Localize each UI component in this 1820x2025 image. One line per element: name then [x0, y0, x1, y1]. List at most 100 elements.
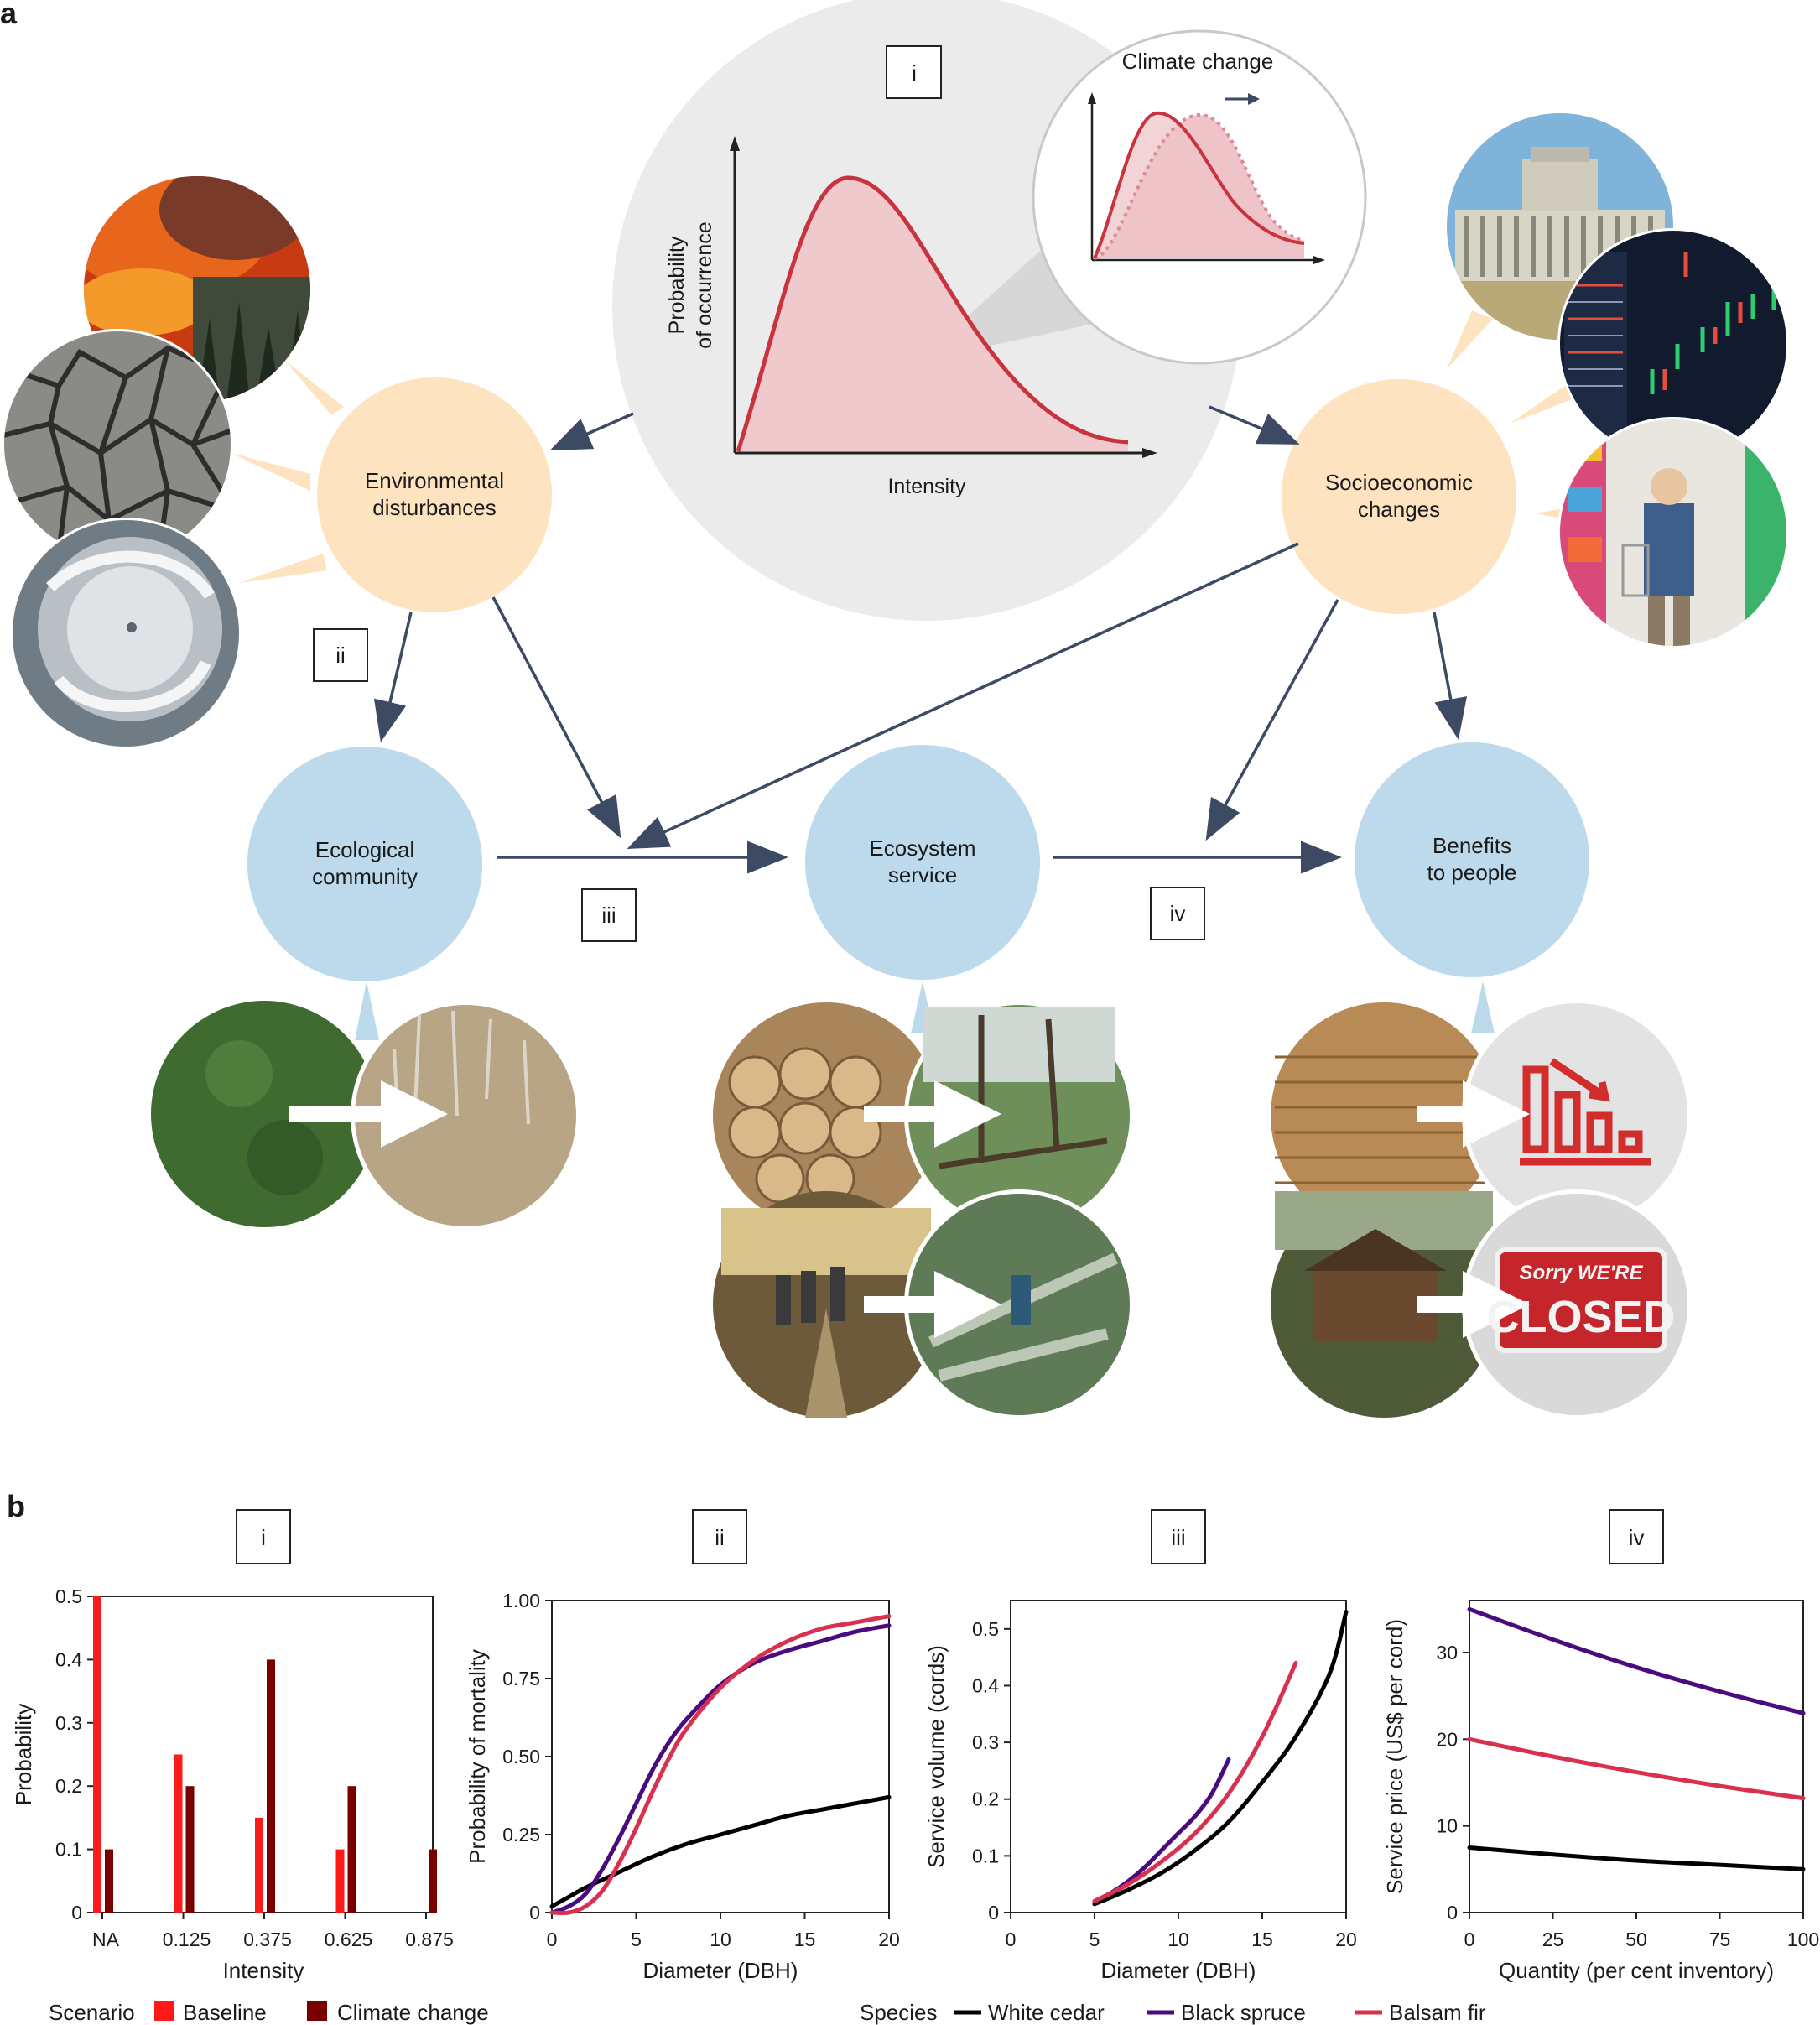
box-iv [1150, 887, 1205, 940]
y-tick-label: 0.75 [502, 1668, 540, 1689]
bar-baseline [335, 1849, 345, 1913]
node-eco-serv-line2: service [888, 862, 957, 888]
bar-baseline [255, 1817, 263, 1913]
line-white-cedar [1467, 1845, 1806, 1871]
x-tick-label: 100 [1787, 1929, 1819, 1950]
chart-iii-header-label: iii [1171, 1525, 1185, 1550]
chart-iv-ylabel: Service price (US$ per cord) [1382, 1619, 1407, 1894]
node-ecological-community [247, 747, 482, 981]
x-tick-label: 15 [794, 1929, 816, 1950]
callout-wedges [231, 310, 1594, 583]
forest-to-deadwood-photos [151, 1001, 580, 1231]
x-tick-label: 25 [1542, 1929, 1564, 1950]
box-iv-label: iv [1170, 901, 1186, 926]
chart-i-ylabel: Probability [11, 1704, 36, 1805]
box-iii-label: iii [601, 903, 616, 928]
y-tick-label: 0.1 [972, 1845, 999, 1866]
x-tick-label: NA [92, 1929, 120, 1950]
chart-iii-frame [1010, 1600, 1347, 1913]
legend-species-title: Species [860, 2000, 938, 2025]
y-tick-label: 0 [529, 1902, 540, 1923]
node-environmental-disturbances [317, 377, 552, 612]
node-eco-comm-line2: community [312, 864, 418, 889]
closed-sign-line2: CLOSED [1486, 1292, 1675, 1342]
x-tick-label: 10 [1167, 1929, 1189, 1950]
chart-iii-xlabel: Diameter (DBH) [1101, 1958, 1256, 1983]
bar-climate-change [347, 1786, 356, 1913]
y-tick-label: 0 [71, 1902, 82, 1923]
legend-climate-change-label: Climate change [337, 2000, 489, 2025]
chart-iv-xlabel: Quantity (per cent inventory) [1499, 1958, 1774, 1983]
box-ii-label: ii [335, 643, 346, 668]
y-axis-label-line2: of occurrence [693, 221, 716, 348]
x-tick-label: 75 [1709, 1929, 1731, 1950]
hurricane-photo [10, 518, 242, 749]
x-tick-label: 20 [1335, 1929, 1357, 1950]
legend-baseline-swatch [154, 2001, 174, 2021]
y-tick-label: 0.3 [55, 1712, 82, 1734]
legend-scenario-title: Scenario [49, 2000, 135, 2025]
y-tick-label: 10 [1436, 1815, 1458, 1837]
legend-balsam-fir-label: Balsam fir [1389, 2000, 1486, 2025]
y-tick-label: 20 [1436, 1728, 1458, 1750]
bar-baseline [93, 1596, 101, 1913]
x-tick-label: 5 [631, 1929, 642, 1950]
x-tick-label: 0 [547, 1929, 558, 1950]
y-tick-label: 1.00 [502, 1590, 540, 1611]
x-tick-label: 5 [1089, 1929, 1100, 1950]
closed-sign-line1: Sorry WE'RE [1519, 1262, 1643, 1284]
climate-change-inset [1032, 29, 1367, 365]
x-tick-label: 0.125 [163, 1929, 211, 1950]
legend-climate-change-swatch [307, 2001, 327, 2021]
line-balsam-fir [549, 1614, 892, 1916]
node-benefits-to-people [1355, 742, 1589, 977]
x-axis-label: Intensity [887, 475, 966, 498]
node-eco-serv-line1: Ecosystem [869, 836, 975, 861]
y-tick-label: 0.5 [972, 1618, 999, 1640]
chart-i-header-box [236, 1509, 291, 1564]
line-black-spruce [1092, 1757, 1231, 1903]
x-tick-label: 50 [1625, 1929, 1647, 1950]
stock-chart-photo [1557, 228, 1789, 460]
panel-a-label: a [0, 0, 18, 30]
x-tick-label: 10 [710, 1929, 731, 1950]
legend-black-spruce-label: Black spruce [1181, 2000, 1306, 2025]
logs-to-windthrow-photos [713, 1001, 1134, 1231]
flow-arrows [373, 405, 1468, 874]
node-ecosystem-service [805, 745, 1040, 980]
chart-iii-ylabel: Service volume (cords) [923, 1645, 949, 1868]
chart-i-header-label: i [261, 1525, 266, 1550]
line-balsam-fir [1467, 1736, 1806, 1801]
chart-ii-xlabel: Diameter (DBH) [643, 1958, 798, 1983]
node-benefits-line1: Benefits [1433, 833, 1511, 858]
line-black-spruce [549, 1623, 892, 1915]
cabin-to-closed-sign [1271, 1189, 1692, 1419]
line-balsam-fir [1092, 1660, 1298, 1903]
y-tick-label: 0 [1447, 1902, 1458, 1923]
node-eco-comm-line1: Ecological [315, 837, 415, 862]
panel-b-label: b [7, 1489, 25, 1523]
bar-climate-change [267, 1659, 275, 1913]
bar-baseline [174, 1754, 183, 1913]
y-tick-label: 30 [1436, 1642, 1458, 1663]
node-socioeconomic-changes [1282, 379, 1516, 614]
line-white-cedar [549, 1794, 892, 1909]
y-tick-label: 0.2 [55, 1775, 82, 1797]
y-axis-label-line1: Probability [665, 236, 689, 334]
y-tick-label: 0.2 [972, 1788, 999, 1810]
box-ii [313, 628, 368, 682]
bar-climate-change [429, 1849, 437, 1913]
hikers-photos [713, 1189, 1134, 1419]
y-tick-label: 0.50 [502, 1746, 540, 1767]
chart-iv-header-label: iv [1629, 1525, 1645, 1550]
y-tick-label: 0.4 [972, 1674, 999, 1696]
legend-baseline-label: Baseline [183, 2000, 267, 2025]
supermarket-shopper-photo [1557, 417, 1789, 648]
node-socio-line1: Socioeconomic [1325, 470, 1473, 495]
y-tick-label: 0.25 [502, 1824, 540, 1845]
x-tick-label: 0 [1006, 1929, 1017, 1950]
bar-climate-change [185, 1786, 195, 1913]
x-tick-label: 0.625 [325, 1929, 373, 1950]
line-black-spruce [1467, 1606, 1806, 1715]
legend-white-cedar-label: White cedar [988, 2000, 1105, 2025]
